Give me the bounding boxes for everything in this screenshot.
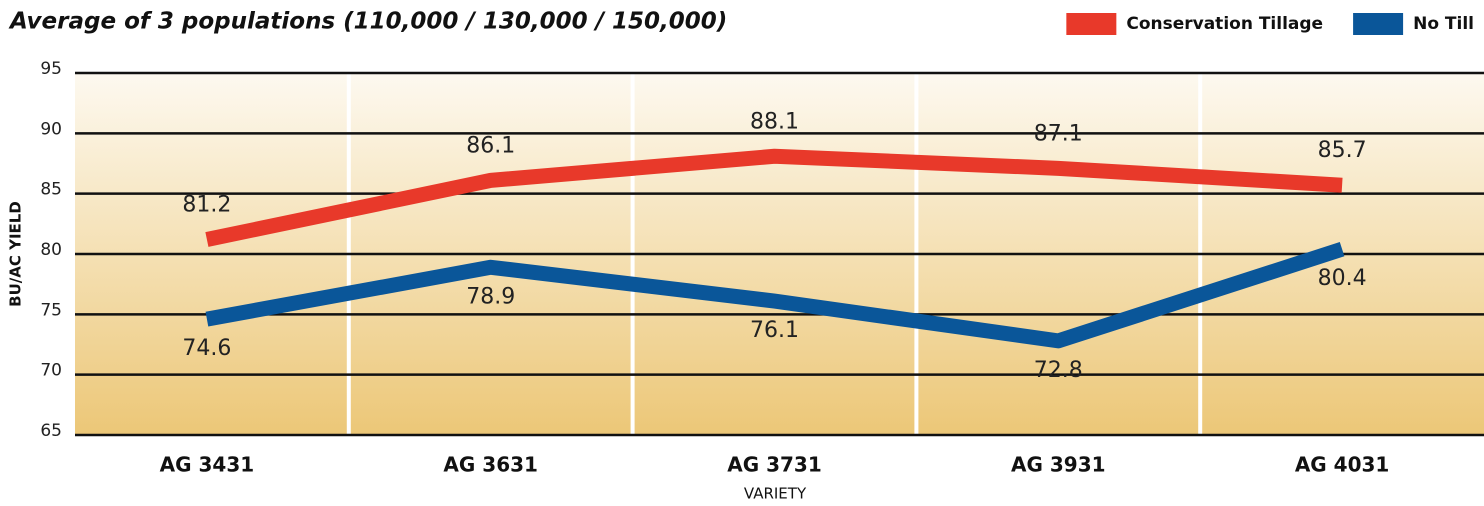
value-label: 88.1: [750, 109, 799, 134]
value-label: 80.4: [1318, 266, 1367, 291]
x-tick-label: AG 3431: [160, 453, 255, 477]
value-label: 78.9: [466, 284, 515, 309]
legend-swatch: [1353, 13, 1404, 35]
x-tick-label: AG 4031: [1295, 453, 1390, 477]
legend-swatch: [1066, 13, 1117, 35]
value-label: 76.1: [750, 318, 799, 343]
value-label: 85.7: [1318, 138, 1367, 163]
y-tick-label: 90: [40, 119, 62, 139]
legend-label: Conservation Tillage: [1126, 14, 1323, 34]
x-tick-label: AG 3731: [727, 453, 822, 477]
x-axis-label: VARIETY: [744, 485, 807, 503]
y-axis-label: BU/AC YIELD: [7, 201, 25, 307]
y-tick-label: 70: [40, 361, 62, 381]
value-label: 81.2: [182, 193, 231, 218]
y-tick-label: 80: [40, 240, 62, 260]
y-tick-label: 75: [40, 300, 62, 320]
value-label: 87.1: [1034, 121, 1083, 146]
y-tick-label: 95: [40, 59, 62, 79]
value-label: 72.8: [1034, 358, 1083, 383]
legend-label: No Till: [1413, 14, 1474, 34]
series-line: [205, 148, 1343, 247]
y-tick-label: 65: [40, 421, 62, 441]
chart-subtitle: Average of 3 populations (110,000 / 130,…: [8, 9, 727, 35]
y-tick-label: 85: [40, 180, 62, 200]
x-tick-label: AG 3631: [443, 453, 538, 477]
value-label: 74.6: [182, 336, 231, 361]
series-line: [205, 242, 1345, 349]
x-tick-label: AG 3931: [1011, 453, 1106, 477]
value-label: 86.1: [466, 133, 515, 158]
